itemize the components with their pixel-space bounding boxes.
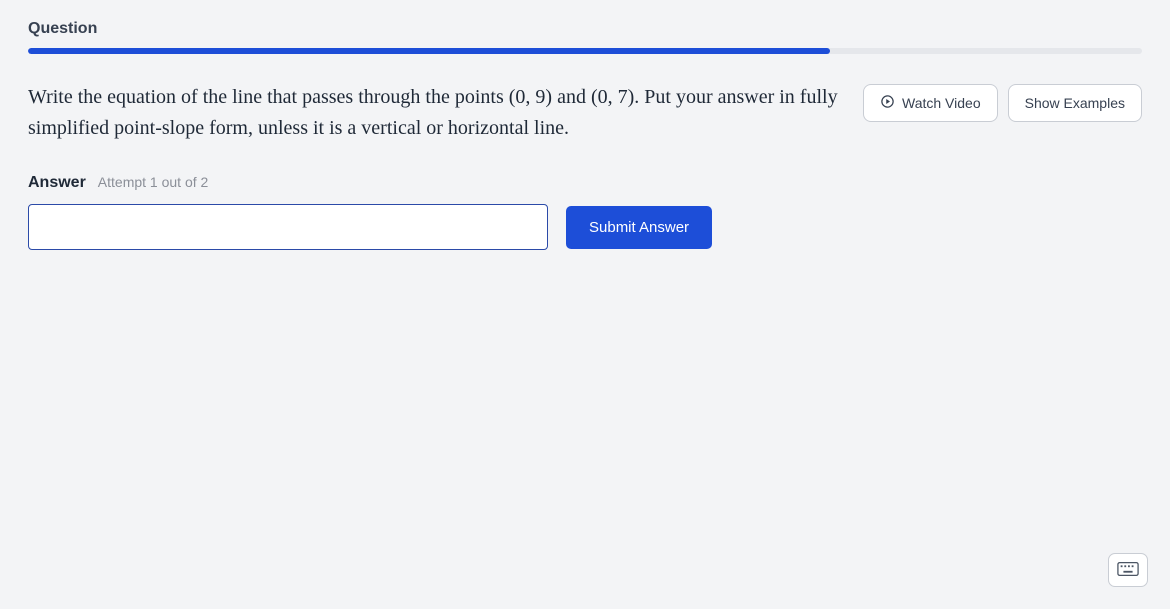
section-label: Question xyxy=(28,20,1142,38)
submit-answer-button[interactable]: Submit Answer xyxy=(566,206,712,249)
answer-header: Answer Attempt 1 out of 2 xyxy=(28,174,1142,192)
attempt-counter: Attempt 1 out of 2 xyxy=(98,174,209,190)
progress-bar xyxy=(28,48,1142,54)
watch-video-button[interactable]: Watch Video xyxy=(863,84,998,122)
help-buttons: Watch Video Show Examples xyxy=(863,84,1142,122)
math-keyboard-button[interactable] xyxy=(1108,553,1148,587)
question-text: Write the equation of the line that pass… xyxy=(28,82,845,144)
keyboard-icon xyxy=(1117,561,1139,580)
answer-input[interactable] xyxy=(28,204,548,250)
play-circle-icon xyxy=(880,94,895,112)
question-row: Write the equation of the line that pass… xyxy=(28,82,1142,144)
show-examples-button[interactable]: Show Examples xyxy=(1008,84,1142,122)
watch-video-label: Watch Video xyxy=(902,95,981,111)
show-examples-label: Show Examples xyxy=(1025,95,1125,111)
answer-input-row: Submit Answer xyxy=(28,204,1142,250)
answer-label: Answer xyxy=(28,174,86,192)
progress-fill xyxy=(28,48,830,54)
